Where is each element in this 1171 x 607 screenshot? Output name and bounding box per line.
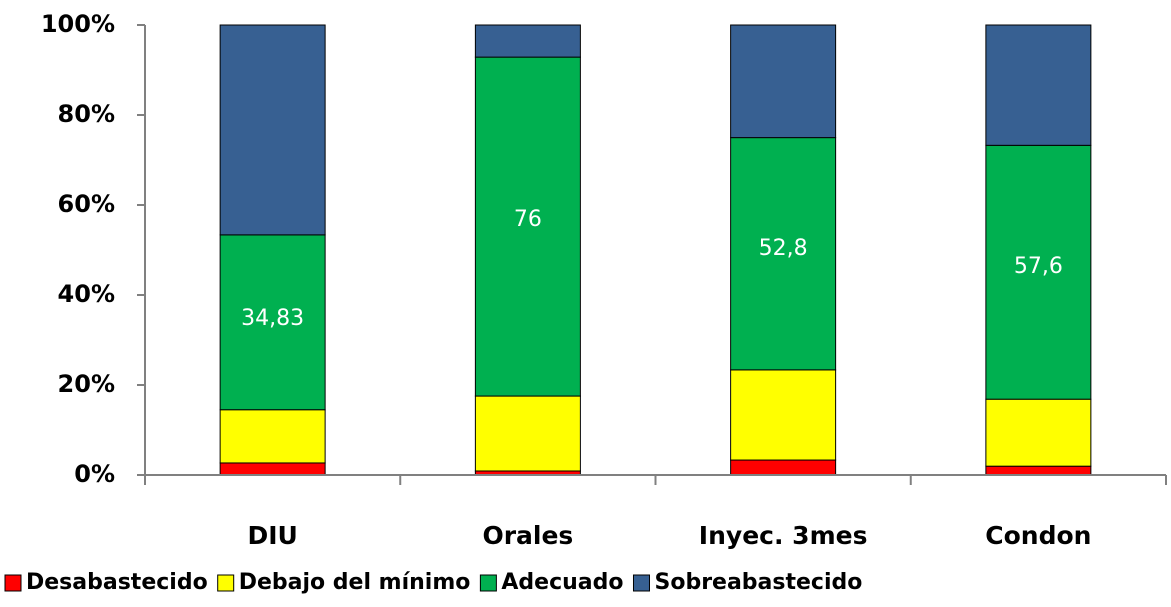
x-tick-label: DIU	[247, 521, 297, 550]
y-tick-label: 20%	[58, 370, 115, 398]
data-label: 52,8	[759, 236, 808, 261]
y-tick-label: 80%	[58, 100, 115, 128]
bar-segment	[730, 137, 837, 371]
x-tick-label: Inyec. 3mes	[699, 521, 868, 550]
legend-swatch	[4, 574, 22, 592]
bar-segment	[219, 409, 326, 464]
x-tick-label: Orales	[482, 521, 573, 550]
data-label: 57,6	[1014, 254, 1063, 279]
bar-segment	[730, 369, 837, 461]
y-tick-label: 100%	[41, 10, 115, 38]
data-label: 34,83	[241, 306, 304, 331]
bar-segment	[985, 24, 1092, 146]
bar-segment	[474, 395, 581, 472]
legend-label: Adecuado	[501, 570, 623, 595]
bar-segment	[985, 398, 1092, 467]
y-tick-label: 60%	[58, 190, 115, 218]
bar-segment	[474, 56, 581, 397]
bar-segment	[219, 234, 326, 411]
legend-label: Sobreabastecido	[654, 570, 862, 595]
y-tick-label: 40%	[58, 280, 115, 308]
bar-segment	[985, 144, 1092, 400]
bar-segment	[985, 465, 1092, 476]
legend-swatch	[217, 574, 235, 592]
legend-label: Debajo del mínimo	[239, 570, 471, 595]
bar-segment	[730, 459, 837, 476]
legend-swatch	[632, 574, 650, 592]
bar-segment	[219, 462, 326, 476]
x-tick-label: Condon	[985, 521, 1091, 550]
y-tick-label: 0%	[74, 460, 115, 488]
bar-segment	[219, 24, 326, 236]
data-label: 76	[514, 207, 542, 232]
bar-segment	[730, 24, 837, 139]
legend-label: Desabastecido	[26, 570, 208, 595]
bar-segment	[474, 24, 581, 58]
legend-swatch	[479, 574, 497, 592]
